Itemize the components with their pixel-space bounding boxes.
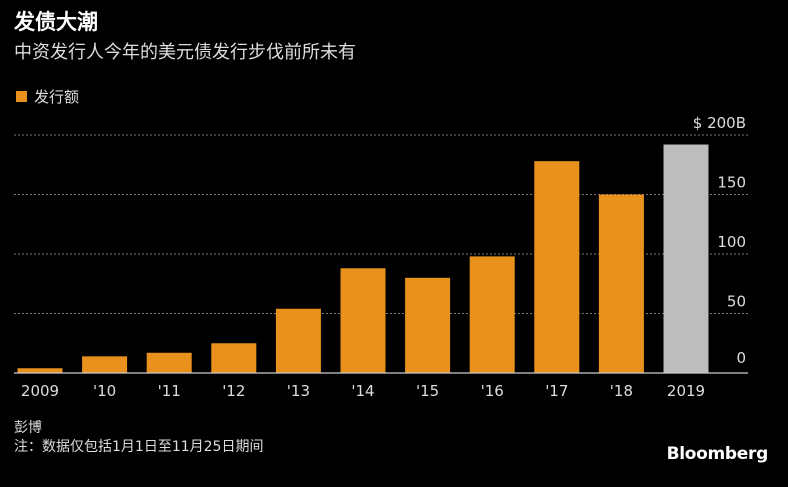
y-tick-label-1: 50 [727,293,746,311]
x-tick-label-5: '14 [351,382,374,400]
bar-5 [340,268,386,373]
x-tick-label-3: '12 [222,382,245,400]
x-tick-label-9: '18 [610,382,633,400]
footnote: 注：数据仅包括1月1日至11月25日期间 [14,439,264,455]
y-tick-label-4: $ 200B [693,114,746,132]
bar-chart: 0 50 100 150 $ 200B 2009 '10 '11 '12 '13 '14 '15 '16… [14,114,748,400]
bar-10 [663,144,709,373]
bar-layer [17,144,709,373]
label-layer: 0 50 100 150 $ 200B 2009 '10 '11 '12 '13 '14 '15 '16… [14,114,748,400]
x-tick-label-2: '11 [158,382,181,400]
x-tick-label-4: '13 [287,382,310,400]
x-tick-label-0: 2009 [21,382,59,400]
bar-0 [17,368,63,373]
bar-7 [469,256,515,373]
y-tick-label-0: 0 [736,349,746,367]
bar-8 [534,161,580,373]
y-tick-label-2: 100 [717,233,746,251]
legend-label: 发行额 [34,88,80,106]
x-tick-label-1: '10 [93,382,116,400]
chart-title: 发债大潮 [14,10,98,34]
source-label: 彭博 [14,420,42,436]
bar-6 [405,277,451,373]
y-tick-label-3: 150 [717,174,746,192]
bar-3 [211,343,257,373]
x-tick-label-7: '16 [481,382,504,400]
bar-2 [146,352,192,373]
x-tick-label-6: '15 [416,382,439,400]
bloomberg-logo: Bloomberg [666,444,769,464]
bar-1 [82,356,128,373]
x-tick-label-10: 2019 [667,382,705,400]
chart-subtitle: 中资发行人今年的美元债发行步伐前所未有 [14,42,356,63]
x-tick-label-8: '17 [545,382,568,400]
legend-swatch [16,91,27,102]
bar-9 [598,194,644,373]
bar-4 [275,308,321,373]
legend: 发行额 [16,86,79,107]
